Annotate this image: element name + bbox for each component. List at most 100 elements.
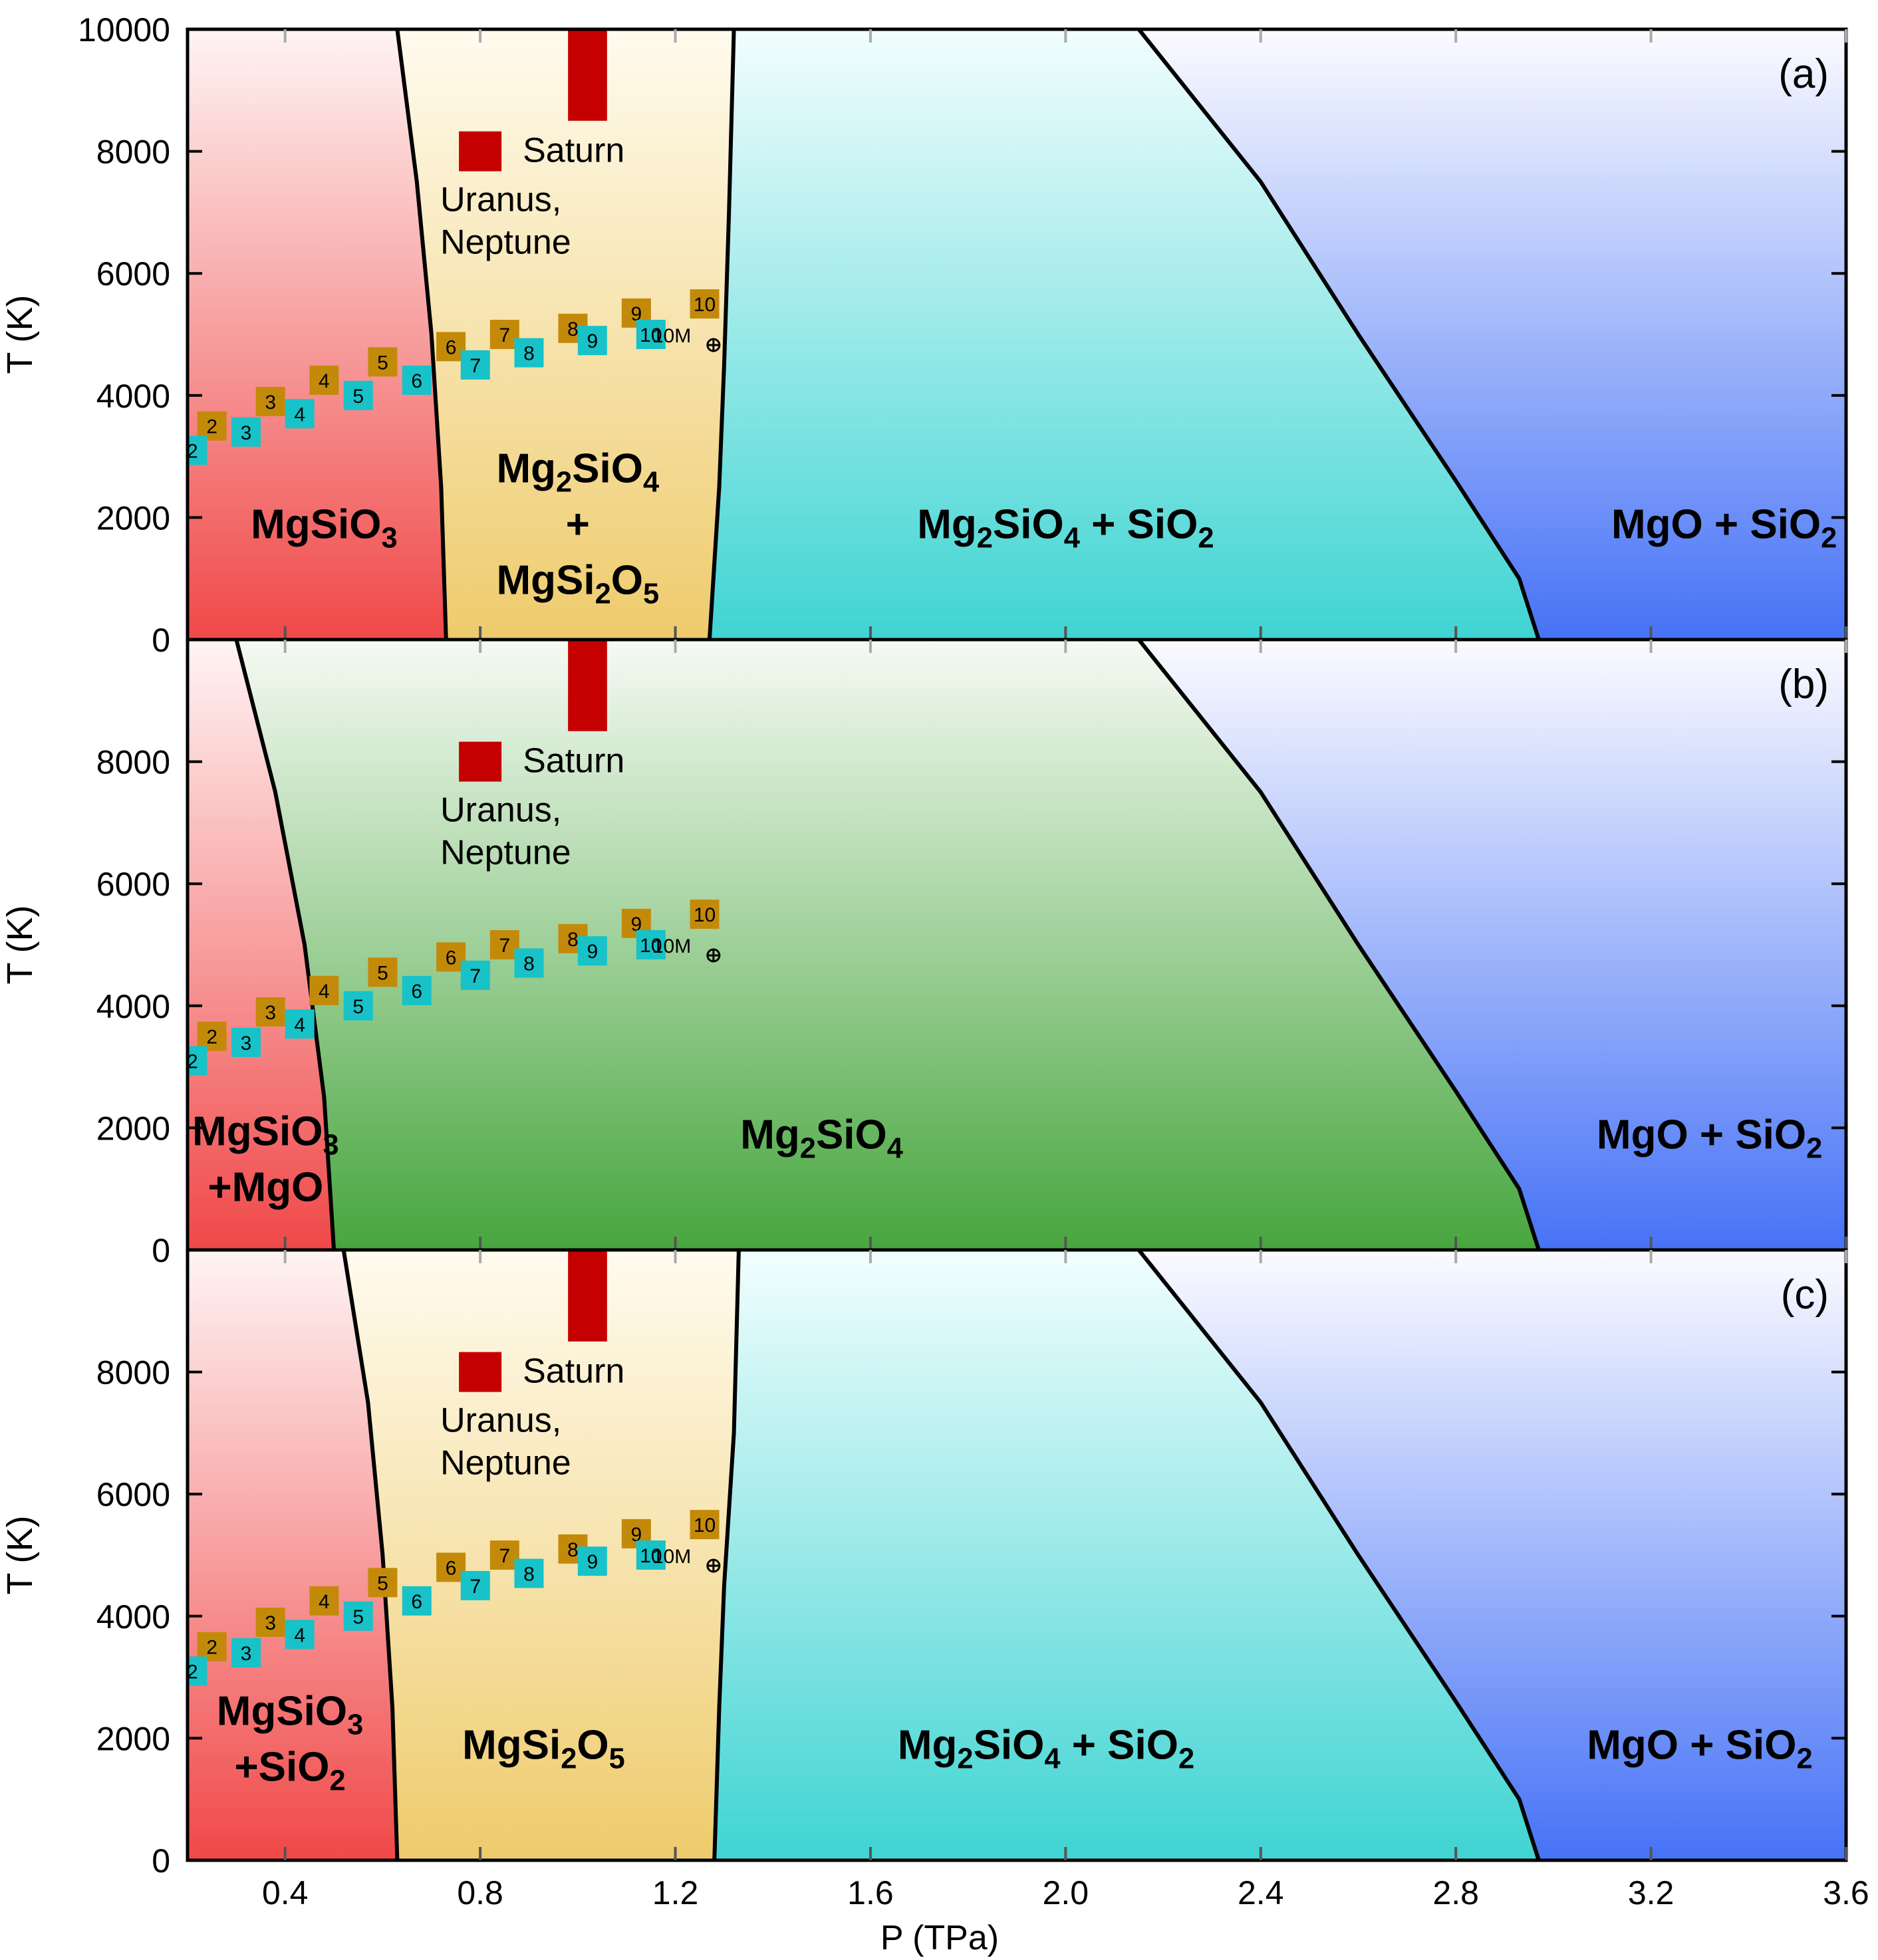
y-axis-label: T (K) [0,1516,40,1595]
region-label: MgO + SiO2​ [1587,1723,1812,1775]
cyan-series-label: 9 [587,330,598,352]
mass-unit-label: 10M [652,935,691,957]
gold-series-marker [690,1510,720,1540]
gold-series-label: 2 [206,1637,217,1659]
cyan-series-label: 6 [411,981,422,1003]
panel-label: (a) [1778,51,1829,97]
region-label: +SiO2​ [234,1744,345,1796]
phase-boundary-line [234,640,336,1250]
cyan-series-label: 3 [241,1033,252,1054]
panel-a: MgSiO3​ Mg2​SiO4​+ MgSi2​O5​ Mg2​SiO4​ + Si… [0,11,1848,659]
region-label: MgSi2​O5​ [497,558,660,610]
cyan-series-marker [577,936,607,966]
cyan-series-marker [343,991,373,1021]
region-label: + [566,502,590,548]
uranus-label: Uranus, [440,181,561,219]
cyan-series-label: 4 [294,1624,305,1646]
panel-c: MgSiO3​+SiO2​ MgSi2​O5​ Mg2​SiO4​ + SiO2​ M… [0,1248,1848,1880]
gold-series-label: 7 [499,1545,510,1567]
cyan-series-marker [514,948,544,978]
saturn-label: Saturn [523,742,624,781]
gold-series-marker [690,900,720,929]
cyan-series-marker [514,338,544,368]
panel-b: MgSiO3​+MgO Mg2​SiO4​ MgO + SiO2​ Saturn Ura… [0,638,1848,1269]
cyan-series-marker [343,380,373,410]
gold-series-label: 4 [319,370,330,392]
panel-plot-area: MgSiO3​+SiO2​ MgSi2​O5​ Mg2​SiO4​ + SiO2​ M… [187,1250,1846,1860]
cyan-series-label: 5 [352,386,364,408]
region-label: MgO + SiO2​ [1597,1112,1822,1165]
gold-series-label: 4 [319,981,330,1003]
cyan-series-label: 6 [411,370,422,392]
gold-series-label: 5 [377,352,388,374]
region-blue [1139,29,1846,640]
y-tick-label: 6000 [96,255,170,293]
uranus-neptune-marker [459,1352,502,1392]
y-tick-label: 2000 [96,499,170,537]
gold-series-label: 9 [631,1524,642,1546]
region-yellow [343,1250,739,1860]
gold-series-marker [436,942,466,972]
cyan-series-marker [460,1570,490,1600]
y-tick-label: 4000 [96,1598,170,1636]
y-tick-label: 2000 [96,1110,170,1147]
cyan-series-marker [231,1027,261,1057]
gold-series-label: 2 [206,416,217,438]
gold-series-marker [436,1552,466,1582]
gold-series-marker [255,997,285,1027]
mass-unit-label: 10M [652,325,691,347]
x-tick-label: 2.4 [1238,1874,1284,1911]
cyan-series-label: 9 [587,941,598,963]
cyan-series-marker [460,350,490,380]
y-tick-label: 2000 [96,1720,170,1757]
x-tick-label: 2.0 [1043,1874,1089,1911]
gold-series-marker [309,975,339,1005]
region-label: MgSi2​O5​ [462,1723,625,1775]
cyan-series-marker [577,326,607,356]
cyan-series-label: 3 [241,422,252,444]
region-red [188,1250,398,1860]
region-label: +MgO [207,1164,323,1210]
gold-series-marker [489,1540,519,1570]
region-red [188,640,335,1250]
cyan-series-marker [514,1558,544,1588]
cyan-series-label: 5 [352,996,364,1018]
gold-series-label: 8 [567,1539,579,1561]
uranus-label: Uranus, [440,1402,561,1440]
neptune-label: Neptune [440,223,571,262]
x-tick-label: 3.6 [1823,1874,1869,1911]
cyan-series-label: 4 [294,1014,305,1036]
y-tick-label: 4000 [96,988,170,1025]
cyan-series-label: 3 [241,1643,252,1665]
gold-series-label: 4 [319,1591,330,1613]
cyan-series-marker [636,320,666,349]
gold-series-label: 5 [377,1572,388,1594]
gold-series-marker [255,386,285,416]
x-tick-label: 0.4 [262,1874,309,1911]
y-tick-label: 0 [152,1232,170,1269]
region-label: MgSiO3​ [251,502,397,554]
y-tick-label: 10000 [78,11,170,49]
y-axis-label: T (K) [0,295,40,374]
gold-series-marker [690,289,720,319]
cyan-series-marker [577,1546,607,1576]
y-tick-label: 0 [152,1842,170,1880]
cyan-series-marker [188,435,207,465]
gold-series-marker [368,957,398,987]
uranus-label: Uranus, [440,791,561,830]
cyan-series-label: 10 [640,324,662,346]
y-tick-label: 8000 [96,744,170,781]
gold-series-label: 3 [265,1612,276,1634]
gold-series-label: 6 [446,947,457,969]
gold-series-label: 6 [446,336,457,358]
cyan-series-label: 2 [187,1661,198,1683]
gold-series-marker [489,320,519,349]
phase-boundary-line [1137,1250,1541,1860]
region-label: MgSiO3​ [217,1688,363,1741]
saturn-bar [568,1250,607,1342]
y-tick-label: 0 [152,622,170,659]
cyan-series-marker [636,930,666,959]
gold-series-marker [197,411,227,441]
cyan-series-marker [285,399,315,429]
